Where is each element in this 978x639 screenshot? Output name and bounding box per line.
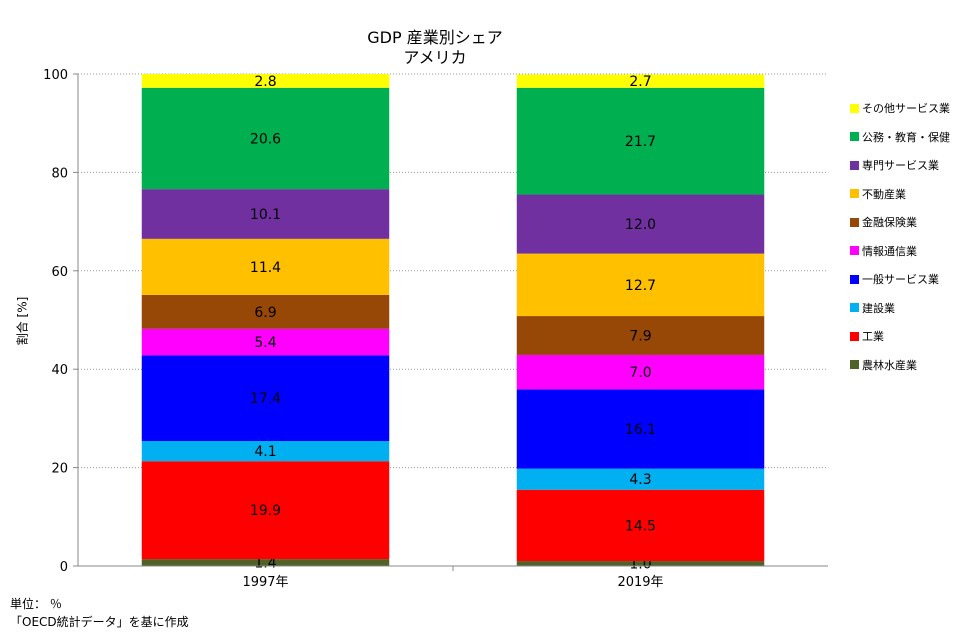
legend-label: 金融保険業: [862, 216, 917, 230]
legend-swatch: [850, 132, 859, 142]
source-note: 「OECD統計データ」を基に作成: [10, 615, 189, 629]
data-label: 11.4: [250, 260, 281, 276]
legend-swatch: [850, 360, 859, 370]
legend-item: 一般サービス業: [850, 265, 950, 294]
bars-group: 1.419.94.117.45.46.911.410.120.62.81.014…: [141, 74, 765, 573]
y-tick-label: 60: [51, 265, 68, 280]
data-label: 2.8: [254, 74, 276, 90]
legend-label: 公務・教育・保健: [862, 130, 950, 144]
bar-segment: [516, 316, 765, 355]
data-label: 4.3: [629, 472, 651, 488]
legend-item: 建設業: [850, 294, 950, 323]
legend-item: その他サービス業: [850, 94, 950, 123]
bar-segment: [141, 74, 390, 88]
bar-segment: [516, 253, 765, 317]
bar-segment: [516, 354, 765, 390]
data-label: 12.7: [625, 278, 656, 294]
bar-segment: [141, 87, 390, 190]
bar-segment: [141, 189, 390, 239]
bar-segment: [516, 489, 765, 562]
legend-item: 情報通信業: [850, 237, 950, 266]
legend-label: 専門サービス業: [862, 159, 939, 173]
y-tick-label: 100: [43, 68, 68, 83]
bar-segment: [141, 294, 390, 329]
data-label: 12.0: [625, 217, 656, 233]
bar-segment: [141, 238, 390, 295]
bar-segment: [141, 461, 390, 560]
legend-item: 不動産業: [850, 180, 950, 209]
y-tick-label: 80: [51, 166, 68, 181]
data-label: 10.1: [250, 207, 281, 223]
legend-swatch: [850, 331, 859, 341]
bar-segment: [141, 559, 390, 566]
bar-segment: [516, 561, 765, 566]
legend-label: 情報通信業: [862, 244, 917, 258]
legend: その他サービス業 公務・教育・保健 専門サービス業 不動産業金融保険業情報通信業一般サ…: [850, 94, 950, 379]
data-label: 2.7: [629, 74, 651, 90]
x-tick-label: 2019年: [617, 575, 663, 590]
data-label: 17.4: [250, 391, 281, 407]
legend-label: 不動産業: [862, 187, 906, 201]
data-label: 7.9: [629, 328, 651, 344]
axes: 0 20 40 60 80 100 1997年 2019年: [43, 68, 828, 590]
bar-segment: [141, 441, 390, 462]
legend-swatch: [850, 303, 859, 313]
legend-swatch: [850, 160, 859, 170]
data-label: 19.9: [250, 503, 281, 519]
data-label: 21.7: [625, 134, 656, 150]
legend-item: 公務・教育・保健: [850, 123, 950, 152]
y-tick-label: 20: [51, 462, 68, 477]
bar-segment: [141, 328, 390, 356]
legend-swatch: [850, 246, 859, 256]
data-label: 14.5: [625, 518, 656, 534]
data-label: 1.4: [254, 556, 276, 572]
bar-segment: [516, 468, 765, 490]
legend-swatch: [850, 217, 859, 227]
data-label: 20.6: [250, 131, 281, 147]
data-label: 4.1: [254, 444, 276, 460]
data-label: 6.9: [254, 305, 276, 321]
y-axis-label: 割合 [%]: [15, 296, 30, 346]
legend-item: 金融保険業: [850, 208, 950, 237]
legend-item: 農林水産業: [850, 351, 950, 380]
legend-label: 建設業: [862, 301, 895, 315]
bar-segment: [516, 389, 765, 469]
data-label: 7.0: [629, 365, 651, 381]
chart-subtitle: アメリカ: [403, 48, 467, 67]
bar-segment: [141, 355, 390, 442]
legend-item: 専門サービス業: [850, 151, 950, 180]
bar-segment: [516, 194, 765, 254]
unit-note: 単位： ％: [10, 597, 62, 611]
y-tick-label: 0: [60, 560, 68, 575]
legend-item: 工業: [850, 322, 950, 351]
legend-label: 一般サービス業: [862, 273, 939, 287]
legend-label: 工業: [862, 330, 884, 344]
data-label: 5.4: [254, 335, 276, 351]
data-label: 16.1: [625, 422, 656, 438]
legend-label: 農林水産業: [862, 358, 917, 372]
y-tick-label: 40: [51, 363, 68, 378]
chart-title: GDP 産業別シェア: [367, 28, 503, 47]
legend-swatch: [850, 274, 859, 284]
legend-swatch: [850, 189, 859, 199]
legend-swatch: [850, 103, 859, 113]
legend-label: その他サービス業: [862, 102, 950, 116]
bar-segment: [516, 87, 765, 195]
x-tick-label: 1997年: [242, 575, 288, 590]
bar-segment: [516, 74, 765, 88]
